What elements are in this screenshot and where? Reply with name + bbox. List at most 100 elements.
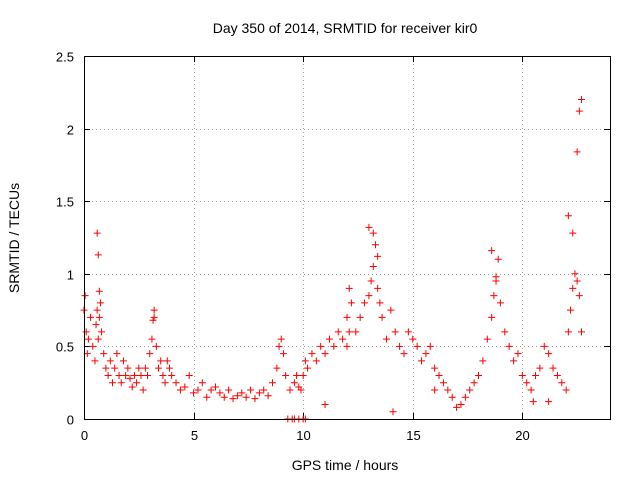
data-point	[135, 364, 143, 372]
x-axis-label: GPS time / hours	[292, 457, 399, 473]
data-point	[282, 371, 290, 379]
data-point	[96, 299, 104, 307]
data-point	[367, 277, 375, 285]
data-point	[514, 350, 522, 358]
data-point	[422, 350, 430, 358]
data-point	[212, 383, 219, 391]
data-point	[391, 328, 399, 336]
data-point	[111, 364, 119, 372]
data-point	[400, 350, 408, 358]
data-point	[84, 335, 92, 343]
data-point	[356, 313, 364, 321]
data-point	[483, 335, 491, 343]
data-point	[365, 223, 373, 231]
data-point	[312, 357, 320, 365]
data-point	[317, 342, 325, 350]
data-point	[297, 386, 305, 394]
data-point	[141, 364, 149, 372]
data-point	[529, 398, 537, 406]
data-point	[573, 277, 581, 285]
data-point	[137, 371, 145, 379]
data-point	[155, 364, 163, 372]
data-point	[330, 342, 338, 350]
data-point	[334, 328, 342, 336]
data-point	[494, 255, 502, 263]
data-point	[578, 96, 586, 104]
data-point	[293, 371, 301, 379]
data-point	[133, 379, 141, 387]
data-point	[98, 328, 106, 336]
data-point	[260, 386, 268, 394]
data-point	[152, 342, 160, 350]
data-point	[347, 299, 355, 307]
data-point	[216, 389, 224, 397]
data-point	[233, 392, 241, 400]
y-tick-label: 0	[67, 413, 74, 428]
data-point	[575, 107, 583, 115]
data-point	[94, 251, 102, 259]
data-point	[564, 212, 572, 220]
data-point	[102, 364, 110, 372]
data-point	[523, 379, 531, 387]
data-point	[374, 252, 382, 260]
y-tick-label: 0.5	[56, 340, 74, 355]
data-point	[157, 357, 165, 365]
data-point	[505, 342, 513, 350]
data-point	[299, 371, 307, 379]
data-point	[345, 284, 353, 292]
data-point	[242, 393, 250, 401]
grid-lines	[84, 56, 610, 419]
data-point	[165, 364, 173, 372]
data-point	[545, 350, 553, 358]
data-point	[369, 229, 377, 237]
data-point	[172, 379, 180, 387]
data-point	[479, 357, 487, 365]
data-point	[238, 389, 246, 397]
data-point	[247, 386, 255, 394]
data-point	[439, 379, 447, 387]
plot-frame	[84, 56, 611, 420]
data-point	[95, 313, 103, 321]
data-point	[569, 229, 577, 237]
data-point	[168, 371, 176, 379]
data-point	[87, 313, 95, 321]
data-point	[361, 299, 369, 307]
data-point	[268, 379, 276, 387]
data-point	[578, 328, 586, 336]
data-point	[496, 299, 504, 307]
x-tick-label: 0	[81, 428, 88, 443]
data-point	[345, 328, 353, 336]
data-point	[510, 357, 518, 365]
data-point	[117, 379, 125, 387]
data-point	[286, 386, 294, 394]
data-point	[148, 335, 156, 343]
x-tick-label: 5	[191, 428, 198, 443]
data-point	[453, 403, 461, 411]
data-point	[325, 335, 333, 343]
data-point	[470, 379, 478, 387]
data-point	[558, 379, 566, 387]
data-point	[251, 395, 259, 403]
data-point	[304, 364, 312, 372]
data-point	[277, 335, 285, 343]
data-point	[339, 335, 347, 343]
data-point	[122, 371, 130, 379]
data-point	[104, 371, 112, 379]
data-point	[571, 270, 579, 278]
data-point	[181, 383, 189, 391]
data-point	[404, 328, 412, 336]
data-point	[549, 364, 557, 372]
data-point	[352, 328, 360, 336]
data-point	[501, 328, 509, 336]
data-point	[185, 371, 193, 379]
data-point	[225, 386, 233, 394]
data-point	[190, 389, 198, 397]
data-point	[573, 148, 581, 156]
x-tick-label: 15	[406, 428, 420, 443]
data-point	[369, 263, 377, 271]
data-point	[536, 364, 544, 372]
data-point	[371, 241, 379, 249]
data-point	[94, 335, 102, 343]
data-point	[150, 306, 158, 314]
data-point	[194, 386, 202, 394]
